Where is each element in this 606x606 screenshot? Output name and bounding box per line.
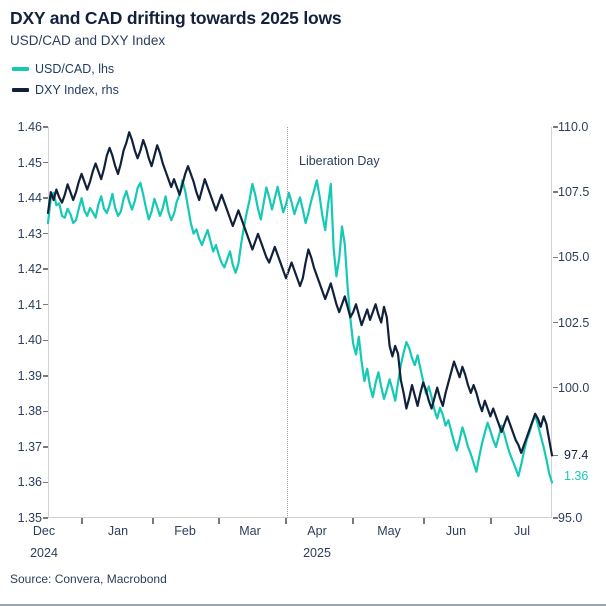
- x-axis-year-2025: 2025: [303, 546, 331, 560]
- y-axis-left-tick: [43, 197, 48, 199]
- x-axis-tick: [352, 518, 354, 524]
- y-axis-left-ticks: [43, 126, 51, 519]
- y-axis-left-tick: [43, 410, 48, 413]
- y-axis-left-label: 1.40: [17, 333, 42, 348]
- legend-label-dxy: DXY Index, rhs: [35, 83, 119, 97]
- x-axis-year-2024: 2024: [30, 546, 58, 560]
- legend-item-usdcad[interactable]: USD/CAD, lhs: [12, 62, 114, 76]
- x-axis-label-jan: Jan: [107, 524, 129, 538]
- x-axis-tick: [218, 518, 220, 524]
- y-axis-left-label: 1.46: [17, 120, 42, 134]
- y-axis-left-label: 1.35: [17, 511, 42, 525]
- y-axis-left-tick: [43, 446, 48, 448]
- y-axis-left-tick: [43, 339, 48, 342]
- source-note: Source: Convera, Macrobond: [10, 572, 167, 586]
- y-axis-left-tick: [43, 375, 48, 377]
- y-axis-left-tick: [43, 268, 48, 270]
- line-series-usdcad: [46, 179, 554, 484]
- x-axis-label-jul: Jul: [514, 524, 530, 538]
- y-axis-right-label: 95.0: [558, 511, 583, 525]
- y-axis-right-tick: [553, 126, 558, 128]
- y-axis-right-tick: [553, 256, 558, 259]
- y-axis-left-label: 1.36: [17, 475, 42, 490]
- y-axis-right-tick: [553, 321, 558, 324]
- x-axis-label-dec: Dec: [32, 524, 56, 538]
- y-axis-right-label: 102.5: [558, 315, 590, 330]
- line-series-dxy: [46, 131, 554, 457]
- plot-frame: [48, 127, 552, 518]
- y-axis-left-tick: [43, 232, 48, 235]
- x-axis-tick: [490, 518, 492, 524]
- y-axis-right-label: 105.0: [558, 250, 590, 265]
- y-axis-right-label: 100.0: [558, 380, 590, 395]
- y-axis-left-tick: [43, 303, 48, 306]
- y-axis-left-label: 1.41: [17, 297, 42, 312]
- y-axis-right-tick: [553, 517, 558, 519]
- x-axis-label-apr: Apr: [307, 524, 327, 538]
- y-axis-left-label: 1.44: [17, 191, 42, 206]
- y-axis-left-tick: [43, 126, 48, 128]
- x-axis-label-feb: Feb: [174, 524, 196, 538]
- y-axis-left-label: 1.37: [17, 439, 42, 454]
- y-axis-right: 110.0 107.5 105.0 102.5 100.0 97.4 95.0 1.36: [558, 120, 606, 525]
- legend-swatch-dxy: [12, 88, 29, 92]
- series-container: [46, 131, 554, 484]
- x-axis-tick: [285, 518, 287, 524]
- x-axis: Dec Jan Feb Mar Apr May Jun Jul 2024 2025: [0, 524, 606, 584]
- y-axis-right-tick: [553, 191, 558, 193]
- y-axis-right-label: 110.0: [558, 120, 589, 134]
- y-axis-left-label: 1.42: [17, 262, 42, 277]
- x-axis-tick: [423, 518, 425, 524]
- y-axis-left-label: 1.38: [17, 404, 42, 419]
- legend-swatch-usdcad: [12, 67, 29, 71]
- legend-label-usdcad: USD/CAD, lhs: [35, 62, 115, 76]
- x-axis-label-mar: Mar: [239, 524, 261, 538]
- y-axis-right-label: 107.5: [558, 185, 590, 200]
- x-axis-tick: [152, 518, 154, 524]
- page-title: DXY and CAD drifting towards 2025 lows: [10, 8, 342, 28]
- x-axis-label-may: May: [377, 524, 401, 538]
- y-axis-left-label: 1.43: [17, 226, 42, 241]
- y-axis-left-tick: [43, 481, 48, 484]
- legend-item-dxy[interactable]: DXY Index, rhs: [12, 83, 119, 97]
- y-axis-left-tick: [43, 161, 48, 164]
- y-axis-left: 1.46 1.45 1.44 1.43 1.42 1.41 1.40 1.39 1.38 1.37…: [0, 120, 42, 525]
- y-axis-left-tick: [43, 517, 48, 519]
- x-axis-tick: [81, 518, 83, 524]
- y-axis-right-label: 97.4: [564, 448, 589, 463]
- liberation-day-line: [287, 127, 288, 518]
- y-axis-left-label: 1.45: [17, 155, 42, 170]
- x-axis-label-jun: Jun: [445, 524, 467, 538]
- end-value-label-usdcad: 1.36: [564, 469, 589, 484]
- chart-subtitle: USD/CAD and DXY Index: [10, 33, 166, 48]
- y-axis-right-ticks: [551, 126, 559, 519]
- liberation-day-label: Liberation Day: [299, 154, 380, 168]
- plot-area: [46, 127, 554, 518]
- y-axis-right-tick: [553, 454, 558, 457]
- y-axis-left-label: 1.39: [17, 368, 42, 383]
- y-axis-right-tick: [553, 386, 558, 389]
